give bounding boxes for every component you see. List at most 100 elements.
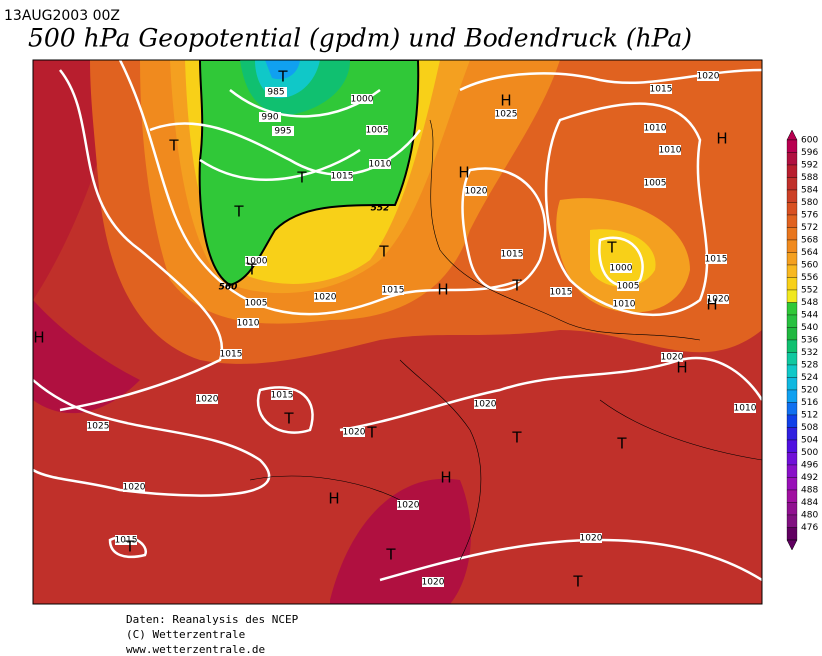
colorbar-swatch (786, 189, 798, 203)
map (33, 60, 762, 604)
isobar-label: 1025 (495, 110, 518, 120)
isobar-label: 1015 (382, 286, 405, 296)
isobar-label: 1025 (87, 422, 110, 432)
colorbar-swatch (786, 327, 798, 341)
colorbar-swatch (786, 164, 798, 178)
isobar-label-bg (697, 71, 719, 81)
colorbar-swatch (786, 452, 798, 466)
isobar-label-bg (550, 287, 572, 297)
colorbar-label: 556 (801, 273, 818, 283)
colorbar: 600 596 592 588 584 580 576 572 568 564 560 556 552 5… (786, 129, 818, 551)
pressure-center: H (328, 490, 339, 508)
isobar-label: 1020 (474, 400, 497, 410)
isobar-label: 1020 (196, 395, 219, 405)
isobar-label-bg (659, 145, 681, 155)
colorbar-swatch (786, 527, 798, 541)
colorbar-label: 592 (801, 161, 818, 171)
isobar-label-bg (271, 390, 293, 400)
isobar-label: 1010 (237, 319, 260, 329)
colorbar-swatch (786, 427, 798, 441)
isobar-label-bg (422, 577, 444, 587)
isobar-label-bg (259, 112, 281, 122)
isobar-label-bg (501, 249, 523, 259)
colorbar-label: 540 (801, 323, 818, 333)
colorbar-swatch (786, 389, 798, 403)
colorbar-swatch (786, 352, 798, 366)
colorbar-arrow-top (786, 129, 798, 141)
isobar-label-bg (613, 299, 635, 309)
colorbar-label: 480 (801, 511, 818, 521)
isobar-label: 1005 (366, 126, 389, 136)
isobar-label: 1000 (351, 95, 374, 105)
contour-label: 552 (371, 204, 390, 214)
isobar-label-bg (495, 109, 517, 119)
isobar-label: 1020 (465, 187, 488, 197)
isobar-label: 1005 (617, 282, 640, 292)
isobar-label-bg (705, 254, 727, 264)
colorbar-label: 532 (801, 348, 818, 358)
isobar-label: 1020 (314, 293, 337, 303)
pressure-center: T (606, 239, 617, 257)
pressure-center: H (440, 469, 451, 487)
footer: Daten: Reanalysis des NCEP (C) Wetterzent… (126, 613, 299, 656)
isobar-label: 1000 (245, 257, 268, 267)
isobar-label-bg (245, 298, 267, 308)
pressure-center: T (378, 243, 389, 261)
isobar-label: 1000 (610, 264, 633, 274)
colorbar-label: 576 (801, 211, 818, 221)
isobar-label: 1005 (644, 179, 667, 189)
colorbar-label: 476 (801, 523, 818, 533)
colorbar-swatch (786, 439, 798, 453)
pressure-center: H (706, 296, 717, 314)
isobar-label-bg (610, 263, 632, 273)
isobar-label: 1005 (245, 299, 268, 309)
colorbar-label: 512 (801, 411, 818, 421)
pressure-center: T (124, 538, 135, 556)
colorbar-label: 504 (801, 436, 818, 446)
footer-line: (C) Wetterzentrale (126, 628, 245, 641)
colorbar-label: 544 (801, 311, 818, 321)
pressure-center: T (616, 435, 627, 453)
isobar-label: 995 (274, 127, 291, 137)
isobar-label: 1010 (659, 146, 682, 156)
isobar-label-bg (314, 292, 336, 302)
isobar-label: 1020 (343, 428, 366, 438)
colorbar-swatch (786, 339, 798, 353)
contour-label: 560 (219, 283, 238, 293)
pressure-center: T (511, 277, 522, 295)
isobar-label: 1020 (422, 578, 445, 588)
isobar-label: 990 (261, 113, 278, 123)
isobar-label: 1010 (369, 160, 392, 170)
isobar-label: 985 (267, 88, 284, 98)
isobar-label-bg (474, 399, 496, 409)
isobar-label-bg (397, 500, 419, 510)
isobar-label-bg (382, 285, 404, 295)
isobar-label-bg (351, 94, 373, 104)
isobar-label: 1015 (501, 250, 524, 260)
isobar-label: 1020 (661, 353, 684, 363)
colorbar-swatch (786, 152, 798, 166)
colorbar-label: 600 (801, 136, 818, 146)
colorbar-label: 568 (801, 236, 818, 246)
colorbar-swatch (786, 239, 798, 253)
isobar-label-bg (245, 256, 267, 266)
pressure-center: H (437, 281, 448, 299)
isobar-label-bg (661, 352, 683, 362)
colorbar-swatch (786, 377, 798, 391)
pressure-center: H (676, 359, 687, 377)
colorbar-label: 500 (801, 448, 818, 458)
isobar-label: 1015 (331, 172, 354, 182)
colorbar-label: 492 (801, 473, 818, 483)
colorbar-label: 536 (801, 336, 818, 346)
colorbar-swatch (786, 489, 798, 503)
pressure-center: H (500, 92, 511, 110)
colorbar-swatch (786, 214, 798, 228)
colorbar-swatch (786, 314, 798, 328)
isobar-label: 1020 (397, 501, 420, 511)
isobar-label-bg (265, 87, 287, 97)
colorbar-swatch (786, 227, 798, 241)
isobar-label: 1010 (644, 124, 667, 134)
isobar-label-bg (220, 349, 242, 359)
isobar-label-bg (87, 421, 109, 431)
pressure-center: T (572, 573, 583, 591)
